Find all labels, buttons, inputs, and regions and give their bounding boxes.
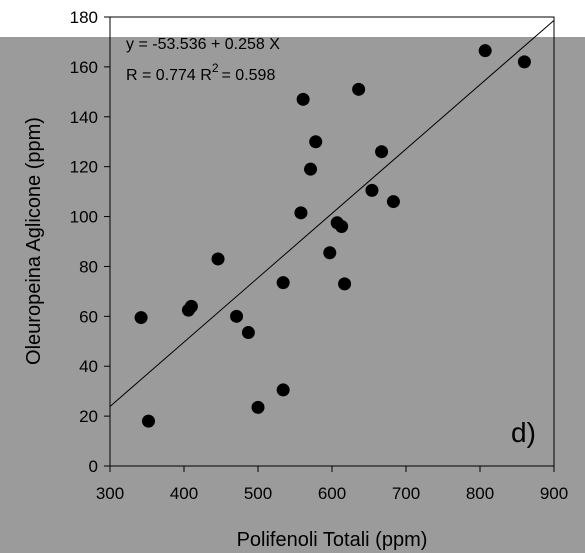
data-point xyxy=(309,135,323,149)
x-tick-label: 400 xyxy=(170,484,198,503)
data-point xyxy=(352,82,366,96)
y-tick-label: 120 xyxy=(70,158,98,177)
data-point xyxy=(141,414,155,428)
x-tick-label: 300 xyxy=(96,484,124,503)
data-point xyxy=(335,220,349,234)
x-tick-label: 900 xyxy=(540,484,568,503)
data-point xyxy=(304,162,318,176)
x-tick-label: 600 xyxy=(318,484,346,503)
data-point xyxy=(294,206,308,220)
data-point xyxy=(241,326,255,340)
y-tick-label: 80 xyxy=(79,257,98,276)
data-points xyxy=(134,44,531,428)
data-point xyxy=(375,145,389,159)
data-point xyxy=(478,44,492,58)
y-axis-title: Oleuropeina Aglicone (ppm) xyxy=(23,117,45,365)
data-point xyxy=(296,92,310,106)
y-axis: 0 20 40 60 80 100 120 140 160 180 xyxy=(70,8,110,476)
y-tick-label: 60 xyxy=(79,307,98,326)
y-tick-label: 160 xyxy=(70,58,98,77)
data-point xyxy=(230,309,244,323)
x-tick-label: 800 xyxy=(466,484,494,503)
data-point xyxy=(184,299,198,313)
data-point xyxy=(365,183,379,197)
y-tick-label: 140 xyxy=(70,108,98,127)
data-point xyxy=(517,55,531,69)
x-axis: 300 400 500 600 700 800 900 xyxy=(96,466,568,503)
plot-frame xyxy=(109,16,555,467)
x-axis-title: Polifenoli Totali (ppm) xyxy=(237,529,428,551)
y-tick-label: 40 xyxy=(79,357,98,376)
data-point xyxy=(386,195,400,209)
r2-value: = 0.598 xyxy=(222,67,276,84)
correlation-label: R = 0.774 R2 = 0.598 xyxy=(126,61,275,84)
x-tick-label: 700 xyxy=(392,484,420,503)
data-point xyxy=(276,383,290,397)
regression-equation: y = -53.536 + 0.258 X xyxy=(126,36,280,53)
y-tick-label: 180 xyxy=(70,8,98,27)
plot-background xyxy=(0,37,585,553)
y-tick-label: 100 xyxy=(70,208,98,227)
y-tick-label: 0 xyxy=(89,457,98,476)
data-point xyxy=(276,276,290,290)
y-tick-label: 20 xyxy=(79,407,98,426)
data-point xyxy=(211,252,225,266)
data-point xyxy=(338,277,352,291)
panel-label: d) xyxy=(511,417,536,448)
x-tick-label: 500 xyxy=(244,484,272,503)
r-label: R = 0.774 R xyxy=(126,67,212,84)
regression-line-group xyxy=(109,19,555,407)
r2-exponent: 2 xyxy=(212,61,219,75)
regression-line xyxy=(109,19,555,407)
data-point xyxy=(323,246,337,260)
data-point xyxy=(134,311,148,325)
data-point xyxy=(251,400,265,414)
